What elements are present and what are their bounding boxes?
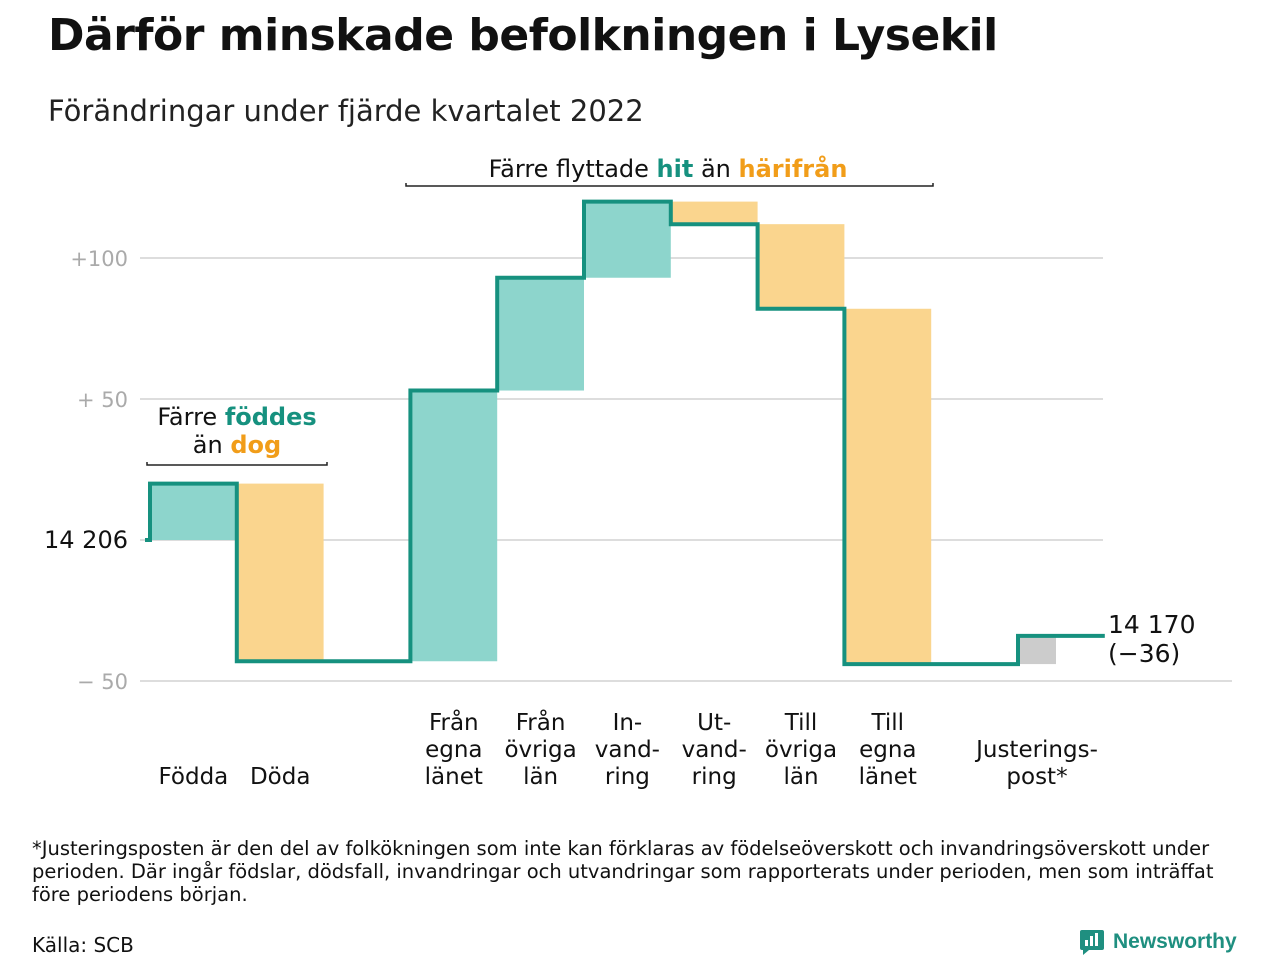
bar-fran-egna-lanet	[410, 390, 498, 662]
annotation-births-line1: Färre föddes	[157, 403, 316, 431]
bar-justeringspost	[1018, 635, 1056, 665]
bar-till-ovriga-lan	[757, 224, 845, 309]
bar-fodda	[150, 483, 237, 540]
brand-name: Newsworthy	[1113, 930, 1237, 953]
category-label: post*	[1006, 764, 1067, 790]
newsworthy-logo-icon	[1080, 930, 1104, 955]
chart-subtitle: Förändringar under fjärde kvartalet 2022	[48, 94, 644, 128]
category-label: ring	[692, 764, 737, 790]
category-label: övriga	[504, 737, 576, 763]
category-label: vand-	[595, 737, 660, 763]
annotation-moves-line: Färre flyttade hit än härifrån	[489, 154, 848, 183]
footnote: *Justeringsposten är den del av folkökni…	[32, 837, 1214, 906]
category-label: ring	[605, 764, 650, 790]
category-label: Justerings-	[974, 737, 1098, 763]
category-label: länet	[425, 764, 483, 790]
y-axis-ticks: +100 + 50 14 206 − 50	[44, 247, 128, 694]
annotation-births-bracket	[146, 462, 328, 466]
annotation-moves-bracket	[405, 183, 934, 187]
bar-invandring	[584, 201, 671, 278]
running-total-line	[145, 199, 1105, 667]
bar-till-egna-lanet	[844, 308, 932, 665]
category-label: Från	[429, 708, 479, 736]
y-tick-label: − 50	[77, 670, 128, 694]
category-label: In-	[613, 710, 643, 736]
y-tick-label: + 50	[77, 388, 128, 412]
brand-logo: Newsworthy	[1079, 928, 1237, 956]
category-label: Till	[784, 710, 818, 736]
category-label: län	[523, 764, 558, 790]
category-label: länet	[859, 764, 917, 790]
bars	[150, 201, 1056, 665]
category-label: län	[783, 764, 818, 790]
category-label: övriga	[765, 737, 837, 763]
end-change-label: (−36)	[1108, 639, 1180, 668]
category-label: Döda	[250, 764, 310, 790]
y-tick-label: +100	[70, 247, 128, 271]
category-label: Ut-	[697, 710, 731, 736]
annotation-births-line2: än dog	[193, 431, 281, 459]
category-label: egna	[425, 737, 482, 763]
start-value-label: 14 206	[44, 526, 128, 554]
category-label: vand-	[682, 737, 747, 763]
chart-title: Därför minskade befolkningen i Lysekil	[48, 10, 998, 61]
bar-utvandring	[670, 201, 758, 225]
end-value-label: 14 170	[1108, 610, 1195, 639]
waterfall-chart: +100 + 50 14 206 − 50 14 170(−36) Födda Döda F…	[44, 154, 1232, 790]
bar-doda	[236, 483, 324, 662]
category-label: Födda	[159, 764, 229, 790]
bar-fran-ovriga-lan	[497, 277, 584, 391]
category-label: egna	[859, 737, 916, 763]
running-total-path	[145, 199, 1105, 667]
category-label: Från	[516, 708, 566, 736]
source-text: Källa: SCB	[32, 933, 134, 957]
category-labels: 14 170(−36)Födda DödaFrånegnalänetFrånövr…	[159, 610, 1196, 790]
category-label: Till	[871, 710, 905, 736]
